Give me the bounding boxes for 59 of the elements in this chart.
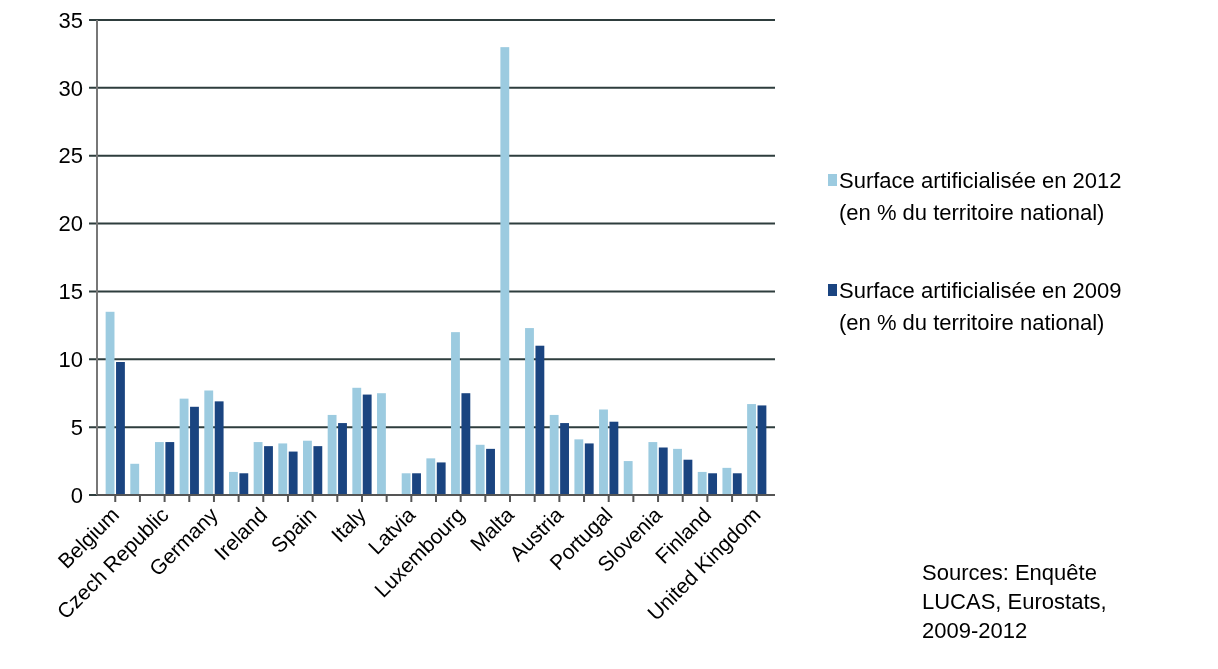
y-tick-label: 5: [70, 414, 83, 440]
legend-label: Surface artificialisée en 2009 (en % du territoire national): [839, 277, 1122, 335]
bar: [623, 461, 633, 495]
y-tick-label: 15: [58, 279, 83, 305]
bar: [154, 442, 164, 495]
y-tick-label: 35: [58, 7, 83, 33]
bar: [574, 439, 584, 495]
bar: [697, 471, 707, 495]
bar: [165, 442, 175, 495]
bar: [229, 471, 238, 495]
bar: [190, 406, 199, 495]
bar: [362, 394, 372, 495]
bar: [278, 443, 288, 495]
y-tick-label: 10: [58, 346, 83, 372]
y-tick-label: 20: [58, 211, 83, 237]
bar: [412, 473, 421, 495]
bar: [461, 393, 471, 495]
bar: [130, 463, 140, 495]
bar: [560, 423, 569, 495]
bar: [732, 473, 742, 495]
bar: [599, 409, 608, 495]
bar: [648, 442, 658, 495]
bar: [549, 414, 559, 495]
bar: [352, 387, 362, 495]
bar: [401, 473, 411, 495]
bar: [722, 467, 732, 495]
legend-label: Surface artificialisée en 2012 (en % du territoire national): [839, 167, 1122, 225]
bar: [303, 440, 312, 495]
bar: [264, 446, 273, 495]
bar: [609, 421, 619, 495]
bar: [500, 47, 510, 495]
bar: [214, 401, 224, 495]
bar: [673, 448, 682, 495]
y-tick-label: 25: [58, 143, 83, 169]
y-tick-label: 0: [70, 482, 83, 508]
y-tick-label: 30: [58, 75, 83, 101]
bar: [253, 442, 263, 495]
bar: [327, 414, 337, 495]
bar: [525, 328, 534, 495]
bar: [535, 345, 545, 495]
bar: [708, 473, 718, 495]
bar: [747, 404, 756, 495]
bar: [426, 458, 436, 495]
bar: [239, 473, 249, 495]
bar: [451, 332, 460, 495]
bar: [116, 362, 125, 495]
bar: [475, 444, 485, 495]
bar: [288, 451, 298, 495]
bar: [338, 423, 347, 495]
bar: [486, 448, 495, 495]
bar: [105, 311, 115, 495]
bar: [204, 390, 214, 495]
bar: [313, 446, 323, 495]
bar: [436, 462, 446, 495]
bar: [658, 447, 668, 495]
bar: [757, 405, 767, 495]
source-note: Sources: Enquête LUCAS, Eurostats, 2009-2012: [922, 560, 1107, 643]
bar: [377, 393, 386, 495]
bar: [584, 443, 594, 495]
